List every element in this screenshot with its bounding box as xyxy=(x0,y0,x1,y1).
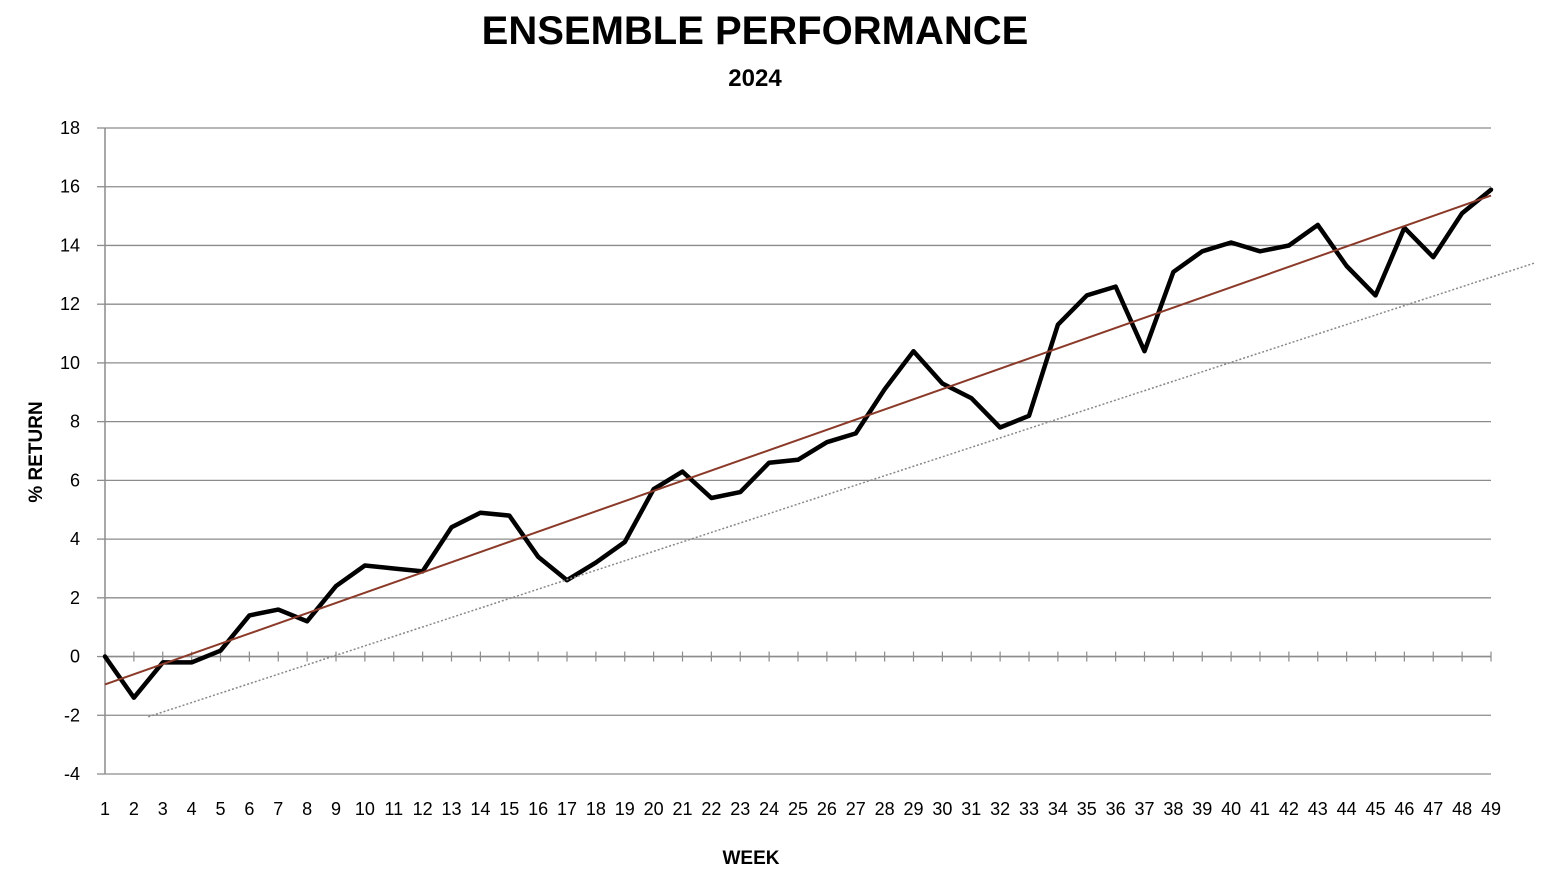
x-tick-label: 44 xyxy=(1337,799,1357,819)
x-tick-label: 34 xyxy=(1048,799,1068,819)
x-tick-label: 33 xyxy=(1019,799,1039,819)
x-tick-label: 39 xyxy=(1192,799,1212,819)
x-tick-label: 12 xyxy=(413,799,433,819)
x-tick-label: 29 xyxy=(903,799,923,819)
x-tick-label: 7 xyxy=(273,799,283,819)
chart-subtitle: 2024 xyxy=(728,65,782,92)
x-tick-label: 2 xyxy=(129,799,139,819)
x-tick-label: 28 xyxy=(875,799,895,819)
y-tick-label: 2 xyxy=(70,588,80,608)
x-tick-label: 6 xyxy=(244,799,254,819)
y-tick-label: 14 xyxy=(60,235,80,255)
x-tick-label: 11 xyxy=(384,799,403,819)
x-tick-label: 45 xyxy=(1365,799,1385,819)
x-tick-label: 41 xyxy=(1250,799,1270,819)
x-tick-label: 37 xyxy=(1134,799,1154,819)
x-tick-label: 16 xyxy=(528,799,548,819)
y-tick-label: 0 xyxy=(70,647,80,667)
x-tick-label: 46 xyxy=(1394,799,1414,819)
y-tick-label: 16 xyxy=(60,177,80,197)
x-axis-title: WEEK xyxy=(723,848,780,869)
x-tick-label: 36 xyxy=(1106,799,1126,819)
x-tick-label: 19 xyxy=(615,799,635,819)
x-tick-label: 40 xyxy=(1221,799,1241,819)
y-tick-label: 6 xyxy=(70,470,80,490)
x-tick-label: 23 xyxy=(730,799,750,819)
x-tick-label: 49 xyxy=(1481,799,1501,819)
x-tick-label: 3 xyxy=(158,799,168,819)
x-tick-label: 42 xyxy=(1279,799,1299,819)
x-tick-label: 35 xyxy=(1077,799,1097,819)
x-tick-label: 24 xyxy=(759,799,779,819)
x-tick-label: 31 xyxy=(961,799,981,819)
series-line-return xyxy=(102,187,1494,700)
x-tick-label: 13 xyxy=(441,799,461,819)
y-tick-label: 10 xyxy=(60,353,80,373)
x-tick-label: 4 xyxy=(187,799,197,819)
x-tick-label: 14 xyxy=(470,799,490,819)
x-tick-label: 1 xyxy=(100,799,110,819)
x-tick-label: 32 xyxy=(990,799,1010,819)
y-tick-labels: -4 -2 0 2 4 6 8 10 12 14 16 18 xyxy=(60,118,80,784)
x-tick-label: 8 xyxy=(302,799,312,819)
chart-title: ENSEMBLE PERFORMANCE xyxy=(482,9,1029,53)
y-tick-label: 4 xyxy=(70,529,80,549)
x-tick-label: 9 xyxy=(331,799,341,819)
x-tick-labels: 1 2 3 4 5 6 7 8 9 10 11 12 13 14 15 16 17 18 19 20 21 22 23 24 2… xyxy=(100,799,1501,819)
x-tick-label: 43 xyxy=(1308,799,1328,819)
x-tick-label: 22 xyxy=(701,799,721,819)
x-tick-label: 20 xyxy=(644,799,664,819)
y-tick-label: -4 xyxy=(64,764,80,784)
y-tick-label: 8 xyxy=(70,412,80,432)
x-tick-label: 38 xyxy=(1163,799,1183,819)
x-tick-label: 26 xyxy=(817,799,837,819)
axes xyxy=(97,127,1492,775)
x-tick-label: 48 xyxy=(1452,799,1472,819)
trend-line-dotted xyxy=(148,262,1535,718)
x-tick-label: 18 xyxy=(586,799,606,819)
x-tick-label: 21 xyxy=(672,799,692,819)
y-tick-label: 12 xyxy=(60,294,80,314)
x-tick-label: 17 xyxy=(557,799,577,819)
x-tick-label: 15 xyxy=(499,799,519,819)
y-tick-label: -2 xyxy=(64,705,80,725)
y-tick-label: 18 xyxy=(60,118,80,138)
trend-line xyxy=(104,194,1492,686)
x-tick-label: 47 xyxy=(1423,799,1443,819)
x-tick-label: 10 xyxy=(355,799,375,819)
gridlines xyxy=(105,127,1491,775)
series xyxy=(102,187,1535,718)
x-tick-label: 30 xyxy=(932,799,952,819)
x-tick-label: 25 xyxy=(788,799,808,819)
x-tick-label: 27 xyxy=(846,799,866,819)
x-tick-label: 5 xyxy=(215,799,225,819)
y-axis-title: % RETURN xyxy=(26,401,47,502)
